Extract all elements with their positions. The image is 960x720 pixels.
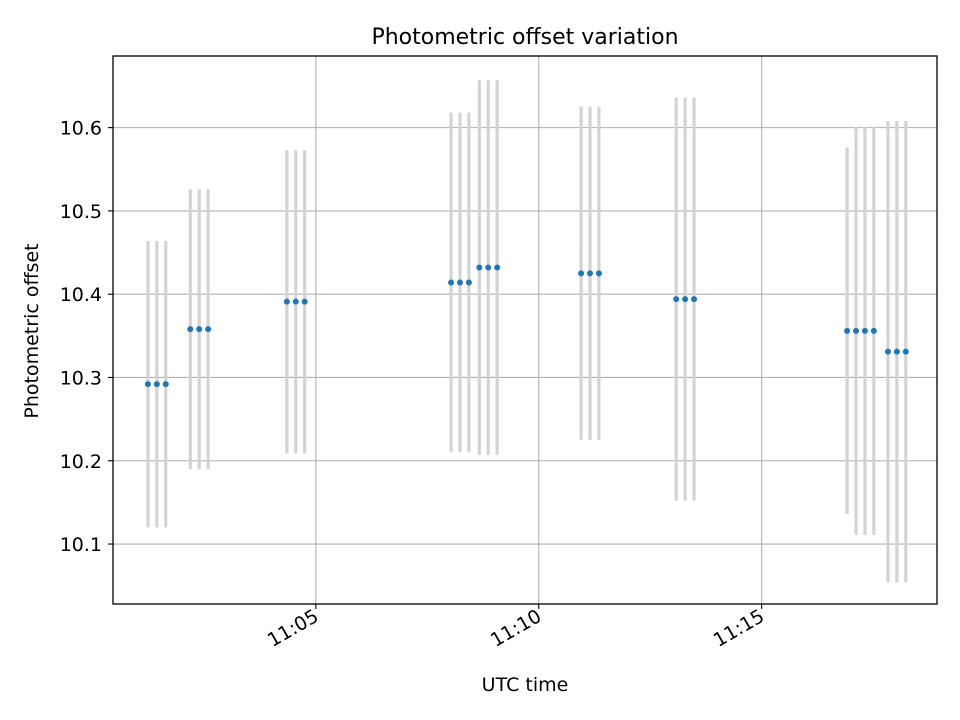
- data-point: [884, 348, 891, 355]
- data-point: [595, 270, 602, 277]
- data-point: [587, 270, 594, 277]
- y-axis-ticks: 10.1 10.2 10.3 10.4 10.5 10.6: [60, 118, 113, 556]
- data-point: [682, 296, 689, 303]
- data-point: [456, 279, 463, 286]
- y-tick-label: 10.2: [60, 451, 102, 473]
- y-gridlines: [113, 127, 937, 545]
- data-point: [144, 381, 151, 388]
- y-tick-label: 10.6: [60, 118, 102, 140]
- x-tick-label: 11:05: [264, 605, 322, 651]
- plot-frame: [112, 55, 938, 605]
- data-point: [893, 348, 900, 355]
- data-point: [494, 264, 501, 271]
- y-tick-label: 10.4: [60, 284, 102, 306]
- x-gridlines: [315, 56, 763, 604]
- data-point: [283, 298, 290, 305]
- data-point: [578, 270, 585, 277]
- data-point: [485, 264, 492, 271]
- data-point: [187, 326, 194, 333]
- x-axis-label: UTC time: [482, 674, 569, 696]
- y-axis-label: Photometric offset: [21, 243, 43, 418]
- data-point: [673, 296, 680, 303]
- x-tick-label: 11:15: [710, 605, 768, 651]
- data-point: [853, 327, 860, 334]
- data-point: [902, 348, 909, 355]
- y-tick-label: 10.5: [60, 201, 102, 223]
- data-point: [162, 381, 169, 388]
- y-tick-label: 10.1: [60, 534, 102, 556]
- data-point: [301, 298, 308, 305]
- data-point: [196, 326, 203, 333]
- chart-title: Photometric offset variation: [371, 25, 678, 50]
- data-point: [448, 279, 455, 286]
- data-point: [476, 264, 483, 271]
- data-point: [292, 298, 299, 305]
- data-point: [691, 296, 698, 303]
- y-tick-label: 10.3: [60, 367, 102, 389]
- x-axis-ticks: 11:05 11:10 11:15: [264, 604, 768, 652]
- errorbars: [146, 80, 908, 583]
- data-point: [153, 381, 160, 388]
- data-point: [844, 327, 851, 334]
- data-point: [861, 327, 868, 334]
- data-points: [144, 264, 909, 388]
- data-point: [465, 279, 472, 286]
- x-tick-label: 11:10: [487, 605, 545, 651]
- data-point: [870, 327, 877, 334]
- data-point: [205, 326, 212, 333]
